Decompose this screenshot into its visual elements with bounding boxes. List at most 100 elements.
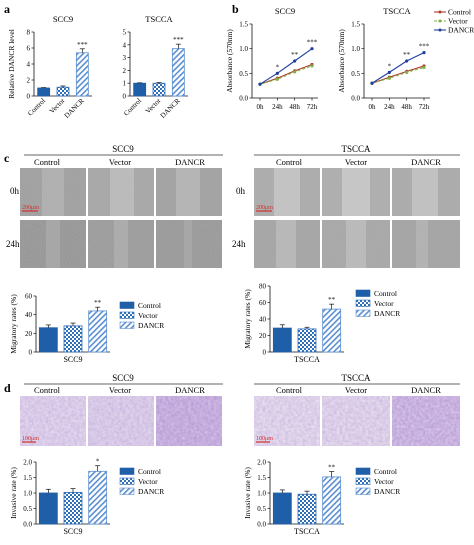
significance-mark: *** bbox=[307, 39, 318, 47]
significance-mark: * bbox=[388, 62, 392, 70]
scale-bar-label: 100μm bbox=[22, 436, 39, 442]
scale-bar-label: 200μm bbox=[22, 205, 39, 211]
data-point bbox=[275, 71, 279, 75]
y-tick-label: 40 bbox=[259, 316, 267, 324]
bar-control bbox=[133, 82, 147, 97]
scale-bar-label: 100μm bbox=[256, 436, 273, 442]
column-label: Control bbox=[276, 385, 303, 395]
data-point bbox=[405, 59, 409, 63]
row-label-24h: 24h bbox=[6, 239, 20, 249]
legend-marker bbox=[438, 10, 442, 14]
bar-vector bbox=[297, 328, 317, 353]
wound-image bbox=[156, 220, 222, 268]
y-tick-label: 0 bbox=[263, 349, 267, 357]
legend-label: Control bbox=[138, 301, 161, 310]
row-label-24h: 24h bbox=[232, 239, 246, 249]
y-tick-label: 3 bbox=[123, 54, 127, 62]
y-tick-label: 2 bbox=[27, 77, 31, 85]
wound-image bbox=[322, 220, 390, 268]
y-tick-label: 0 bbox=[29, 349, 33, 357]
series-line-vector bbox=[371, 66, 425, 84]
significance-mark: ** bbox=[94, 299, 102, 307]
chart-title: SCC9 bbox=[53, 14, 73, 24]
bar-vector bbox=[297, 493, 317, 525]
column-label: Control bbox=[276, 157, 303, 167]
bar-control bbox=[38, 492, 58, 525]
bar-control bbox=[272, 492, 292, 525]
invasion-image bbox=[392, 396, 460, 446]
y-tick-label: 1 bbox=[123, 80, 127, 88]
y-axis-label: Absorbance (570nm) bbox=[225, 29, 234, 93]
wound-image bbox=[254, 220, 320, 268]
significance-mark: ** bbox=[328, 296, 336, 304]
legend-label: Control bbox=[374, 289, 397, 298]
x-axis-label: TSCCA bbox=[294, 355, 320, 364]
y-tick-label: 1.0 bbox=[23, 490, 32, 498]
y-tick-label: 0.5 bbox=[239, 70, 248, 78]
legend-swatch bbox=[355, 289, 371, 297]
y-tick-label: 0.5 bbox=[257, 505, 266, 513]
legend-marker bbox=[438, 28, 442, 32]
bar-dancr bbox=[88, 310, 108, 353]
scale-bar-label: 200μm bbox=[256, 205, 273, 211]
y-axis-label: Invasive rate (%) bbox=[243, 467, 252, 519]
column-label: Control bbox=[34, 157, 61, 167]
invasion-image bbox=[322, 396, 390, 446]
significance-mark: ** bbox=[291, 51, 299, 59]
group-label-scc9-c: SCC9 bbox=[112, 144, 134, 154]
data-point bbox=[310, 64, 314, 68]
data-point bbox=[370, 81, 374, 85]
y-tick-label: 1.0 bbox=[351, 45, 360, 53]
y-tick-label: 1.5 bbox=[239, 21, 248, 29]
legend-label: DANCR bbox=[448, 26, 474, 35]
legend-swatch bbox=[355, 467, 371, 475]
y-tick-label: 5 bbox=[123, 29, 127, 37]
data-point bbox=[293, 59, 297, 63]
data-point bbox=[293, 70, 297, 74]
y-tick-label: 1.0 bbox=[239, 45, 248, 53]
y-axis-label: Relative DANCR level bbox=[7, 29, 16, 99]
y-tick-label: 80 bbox=[259, 283, 267, 291]
chart-title: SCC9 bbox=[275, 6, 295, 16]
x-tick-label: 48h bbox=[401, 103, 412, 111]
legend-swatch bbox=[355, 487, 371, 495]
series-line-control bbox=[259, 63, 313, 85]
group-label-tscca-c: TSCCA bbox=[341, 144, 371, 154]
invasion-image bbox=[254, 396, 320, 446]
y-tick-label: 4 bbox=[27, 61, 31, 69]
legend-swatch bbox=[119, 301, 135, 309]
column-label: Vector bbox=[109, 157, 131, 167]
wound-image bbox=[156, 168, 222, 216]
y-tick-label: 60 bbox=[259, 299, 267, 307]
panel-letter-b: b bbox=[232, 2, 239, 16]
y-tick-label: 2 bbox=[123, 67, 127, 75]
significance-mark: ** bbox=[328, 464, 336, 472]
data-point bbox=[422, 65, 426, 70]
y-tick-label: 1.5 bbox=[23, 474, 32, 482]
bar-vector bbox=[63, 325, 83, 353]
wound-image bbox=[322, 168, 390, 216]
legend-label: DANCR bbox=[374, 309, 400, 318]
chart-title: TSCCA bbox=[383, 6, 411, 16]
significance-mark: *** bbox=[419, 43, 430, 51]
x-tick-label: 72h bbox=[307, 103, 318, 111]
x-tick-label: 48h bbox=[289, 103, 300, 111]
legend-swatch bbox=[355, 477, 371, 485]
legend-label: Control bbox=[374, 467, 397, 476]
legend-label: Control bbox=[138, 467, 161, 476]
column-label: DANCR bbox=[411, 157, 441, 167]
data-point bbox=[405, 70, 409, 74]
x-tick-label: DANCR bbox=[159, 97, 182, 120]
x-axis-label: SCC9 bbox=[63, 355, 82, 364]
bar-control bbox=[272, 327, 292, 353]
row-label-0h: 0h bbox=[10, 186, 20, 196]
legend-label: Vector bbox=[374, 477, 394, 486]
significance-mark: * bbox=[96, 458, 100, 466]
y-tick-label: 0.0 bbox=[257, 521, 266, 529]
y-tick-label: 0 bbox=[27, 93, 31, 101]
column-label: Control bbox=[34, 385, 61, 395]
row-label-0h: 0h bbox=[236, 186, 246, 196]
x-tick-label: 24h bbox=[384, 103, 395, 111]
